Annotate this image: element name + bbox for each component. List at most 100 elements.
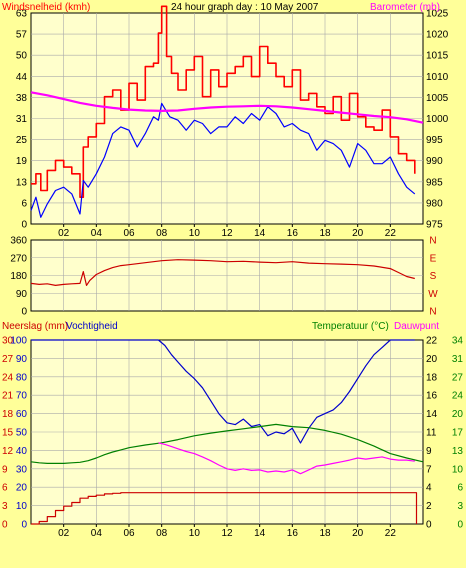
wind-speed-line xyxy=(30,102,416,218)
wind-tick-label: 19 xyxy=(16,156,28,167)
barometer-tick-label: 1015 xyxy=(426,51,449,62)
x-tick-label: 20 xyxy=(352,228,364,239)
humidity-tick-label: 20 xyxy=(16,483,28,494)
rain-tick-label: 3 xyxy=(2,501,8,512)
wind-tick-label: 6 xyxy=(21,198,27,209)
dewpoint-line xyxy=(158,442,415,475)
bottom-series xyxy=(30,339,424,525)
x-tick-label: 16 xyxy=(287,528,299,539)
temperature-tick-label: 22 xyxy=(426,336,438,347)
temperature-tick-label: 2 xyxy=(426,501,432,512)
temperature-tick-label: 18 xyxy=(426,372,438,383)
compass-label: N xyxy=(429,236,436,247)
x-tick-label: 22 xyxy=(385,228,397,239)
dewpoint-tick-label: 27 xyxy=(452,372,464,383)
x-tick-label: 18 xyxy=(319,528,331,539)
humidity-tick-label: 30 xyxy=(16,464,28,475)
wind-tick-label: 0 xyxy=(21,220,27,231)
temperature-axis-label: Temperatuur (°C) xyxy=(312,321,389,332)
direction-tick-label: 180 xyxy=(10,271,27,282)
wind-x-ticks: 02 04 06 08 10 12 14 16 18 20 22 xyxy=(58,224,396,239)
temperature-tick-label: 4 xyxy=(426,483,432,494)
direction-tick-label: 360 xyxy=(10,236,27,247)
dewpoint-tick-label: 3 xyxy=(457,501,463,512)
x-tick-label: 10 xyxy=(189,228,201,239)
humidity-tick-label: 90 xyxy=(16,354,28,365)
wind-tick-label: 13 xyxy=(16,177,28,188)
barometer-tick-label: 980 xyxy=(426,198,443,209)
compass-label: W xyxy=(428,289,438,300)
humidity-axis-label: Vochtigheid xyxy=(66,321,118,332)
dewpoint-tick-label: 13 xyxy=(452,446,464,457)
wind-tick-label: 38 xyxy=(16,93,28,104)
x-tick-label: 10 xyxy=(189,528,201,539)
direction-tick-label: 0 xyxy=(21,307,27,318)
direction-grid xyxy=(31,240,423,311)
temperature-tick-label: 11 xyxy=(426,428,437,439)
barometer-tick-label: 990 xyxy=(426,156,443,167)
direction-tick-label: 90 xyxy=(16,289,28,300)
humidity-tick-label: 60 xyxy=(16,409,28,420)
barometer-tick-label: 1000 xyxy=(426,114,449,125)
wind-tick-label: 31 xyxy=(16,114,28,125)
compass-label: E xyxy=(430,253,437,264)
temperature-ticks: 0 2 4 7 9 11 14 16 18 20 22 xyxy=(426,336,438,531)
wind-series xyxy=(30,5,424,218)
humidity-tick-label: 100 xyxy=(10,336,27,347)
compass-label: S xyxy=(430,271,437,282)
x-tick-label: 02 xyxy=(58,528,70,539)
rain-tick-label: 21 xyxy=(2,391,14,402)
x-tick-label: 04 xyxy=(91,528,103,539)
x-tick-label: 06 xyxy=(123,528,135,539)
dewpoint-tick-label: 20 xyxy=(452,409,464,420)
dewpoint-tick-label: 17 xyxy=(452,428,464,439)
wind-right-ticks: 975 980 985 990 995 1000 1005 1010 1015 1020 1025 xyxy=(426,9,449,231)
dewpoint-axis-label: Dauwpunt xyxy=(394,321,439,332)
compass-label: N xyxy=(429,307,436,318)
temperature-line xyxy=(30,423,424,464)
barometer-tick-label: 995 xyxy=(426,135,443,146)
humidity-tick-label: 80 xyxy=(16,372,28,383)
wind-tick-label: 63 xyxy=(16,9,28,20)
x-tick-label: 02 xyxy=(58,228,70,239)
x-tick-label: 04 xyxy=(91,228,103,239)
dewpoint-tick-label: 34 xyxy=(452,336,464,347)
x-tick-label: 20 xyxy=(352,528,364,539)
humidity-tick-label: 70 xyxy=(16,391,28,402)
wind-tick-label: 57 xyxy=(16,30,28,41)
dewpoint-tick-label: 31 xyxy=(452,354,464,365)
rain-tick-label: 9 xyxy=(2,464,8,475)
barometer-tick-label: 975 xyxy=(426,220,443,231)
rain-tick-label: 27 xyxy=(2,354,14,365)
wind-tick-label: 44 xyxy=(16,72,28,83)
x-tick-label: 08 xyxy=(156,528,168,539)
humidity-tick-label: 50 xyxy=(16,428,28,439)
dewpoint-tick-label: 24 xyxy=(452,391,464,402)
rain-tick-label: 24 xyxy=(2,372,14,383)
x-tick-label: 12 xyxy=(221,528,233,539)
direction-left-ticks: 0 90 180 270 360 xyxy=(10,236,27,318)
rain-axis-label: Neerslag (mm) xyxy=(2,321,68,332)
humidity-ticks: 0 10 20 30 40 50 60 70 80 90 100 xyxy=(10,336,27,531)
x-tick-label: 18 xyxy=(319,228,331,239)
humidity-tick-label: 0 xyxy=(21,520,27,531)
x-tick-label: 06 xyxy=(123,228,135,239)
rain-tick-label: 0 xyxy=(2,520,8,531)
barometer-tick-label: 1005 xyxy=(426,93,449,104)
dewpoint-tick-label: 6 xyxy=(457,483,463,494)
wind-left-ticks: 0 6 13 19 25 31 38 44 50 57 63 xyxy=(16,9,28,231)
temperature-tick-label: 0 xyxy=(426,520,432,531)
temperature-tick-label: 16 xyxy=(426,391,438,402)
rain-tick-label: 12 xyxy=(2,446,14,457)
dewpoint-ticks: 0 3 6 10 13 17 20 24 27 31 34 xyxy=(452,336,464,531)
temperature-tick-label: 14 xyxy=(426,409,438,420)
dewpoint-tick-label: 0 xyxy=(457,520,463,531)
wind-tick-label: 25 xyxy=(16,135,28,146)
rain-ticks: 0 3 6 9 12 15 18 21 24 27 30 xyxy=(2,336,14,531)
rain-tick-label: 15 xyxy=(2,428,14,439)
rain-line xyxy=(31,492,418,525)
